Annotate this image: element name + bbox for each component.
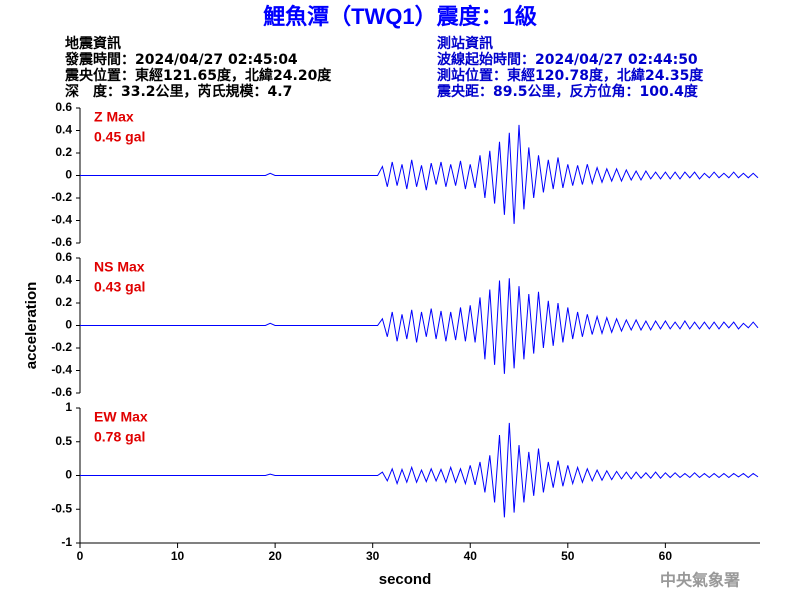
x-tick-label: 60 — [659, 549, 673, 563]
x-axis-title: second — [379, 571, 432, 588]
waveform — [80, 422, 759, 518]
station-info: 波線起始時間：2024/04/27 02:44:50 — [437, 51, 698, 68]
event-info: 地震資訊 — [65, 35, 121, 52]
max-label: 0.78 gal — [94, 429, 145, 445]
y-tick-label: -0.2 — [51, 340, 72, 354]
station-info: 測站位置：東經120.78度，北緯24.35度 — [437, 67, 704, 84]
waveform — [80, 278, 759, 374]
y-tick-label: 0.2 — [55, 145, 72, 159]
event-info: 發震時間：2024/04/27 02:45:04 — [64, 51, 298, 68]
channel-label: NS Max — [94, 259, 145, 275]
channel-label: EW Max — [94, 409, 148, 425]
y-tick-label: 0.6 — [55, 250, 72, 264]
x-tick-label: 30 — [366, 549, 380, 563]
x-tick-label: 20 — [268, 549, 282, 563]
y-tick-label: -0.4 — [51, 213, 72, 227]
x-tick-label: 10 — [171, 549, 185, 563]
y-tick-label: -0.6 — [51, 385, 72, 399]
max-label: 0.43 gal — [94, 279, 145, 295]
y-tick-label: 0 — [65, 468, 72, 482]
chart-title: 鯉魚潭（TWQ1）震度：1級 — [263, 4, 537, 29]
y-tick-label: 0 — [65, 318, 72, 332]
y-tick-label: 0.4 — [55, 273, 72, 287]
y-tick-label: 0.5 — [55, 434, 72, 448]
y-tick-label: -0.2 — [51, 190, 72, 204]
x-tick-label: 50 — [561, 549, 575, 563]
y-tick-label: 0.6 — [55, 100, 72, 114]
station-info: 震央距：89.5公里，反方位角：100.4度 — [436, 83, 699, 100]
x-tick-label: 0 — [77, 549, 84, 563]
y-tick-label: 0 — [65, 168, 72, 182]
event-info: 震央位置：東經121.65度，北緯24.20度 — [64, 67, 332, 84]
channel-label: Z Max — [94, 109, 134, 125]
y-tick-label: 1 — [65, 400, 72, 414]
y-tick-label: -0.4 — [51, 363, 72, 377]
y-tick-label: -0.6 — [51, 235, 72, 249]
waveform — [80, 124, 759, 224]
event-info: 深 度：33.2公里，芮氏規模：4.7 — [65, 83, 292, 100]
x-tick-label: 40 — [464, 549, 478, 563]
y-axis-title: acceleration — [23, 282, 40, 370]
y-tick-label: -1 — [61, 535, 72, 549]
max-label: 0.45 gal — [94, 129, 145, 145]
y-tick-label: 0.2 — [55, 295, 72, 309]
station-info: 測站資訊 — [437, 35, 493, 52]
y-tick-label: 0.4 — [55, 123, 72, 137]
footer: 中央氣象署 — [660, 571, 740, 590]
y-tick-label: -0.5 — [51, 501, 72, 515]
